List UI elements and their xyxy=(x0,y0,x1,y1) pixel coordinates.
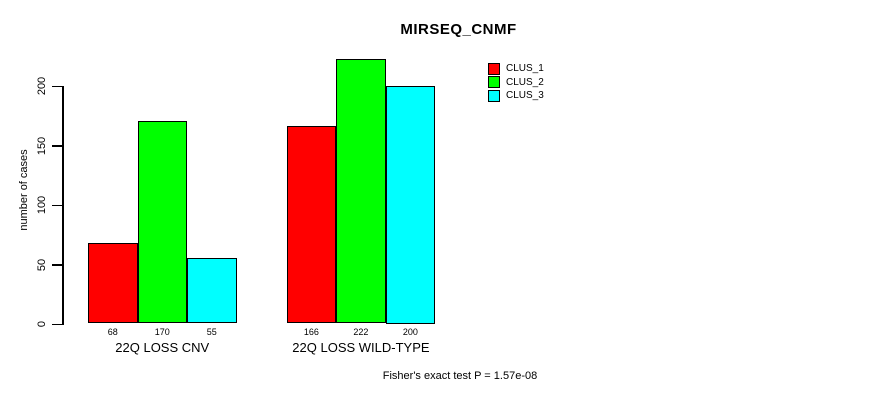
bar-value-label: 200 xyxy=(402,327,418,337)
bar-value-label: 222 xyxy=(353,327,369,337)
y-tick-mark xyxy=(52,323,62,325)
bar-clus_3-group2 xyxy=(385,85,436,324)
legend-label: CLUS_3 xyxy=(506,90,544,101)
category-label: 22Q LOSS CNV xyxy=(115,340,210,355)
legend-label: CLUS_2 xyxy=(506,76,544,88)
category-label: 22Q LOSS WILD-TYPE xyxy=(292,340,430,355)
chart-title: MIRSEQ_CNMF xyxy=(400,21,517,38)
y-tick-label: 50 xyxy=(36,258,48,271)
bar-clus_3-group1 xyxy=(187,258,237,324)
legend-label: CLUS_1 xyxy=(506,63,544,74)
legend-swatch-icon xyxy=(488,76,500,88)
bar-clus_1-group2 xyxy=(286,125,337,324)
bar-value-label: 68 xyxy=(107,327,118,337)
bar-value-label: 55 xyxy=(206,327,217,337)
y-tick-mark xyxy=(52,264,62,266)
bar-clus_1-group1 xyxy=(88,242,138,324)
bar-clus_2-group1 xyxy=(137,121,187,324)
legend-item-clus_1: CLUS_1 xyxy=(488,62,544,75)
bar-clus_2-group2 xyxy=(336,59,386,324)
y-tick-label: 150 xyxy=(36,136,48,155)
legend-swatch-icon xyxy=(488,89,500,102)
y-axis-label: number of cases xyxy=(18,149,30,231)
y-tick-label: 0 xyxy=(36,321,48,328)
y-tick-label: 200 xyxy=(36,77,48,96)
y-tick-mark xyxy=(52,204,62,206)
y-tick-mark xyxy=(52,85,62,87)
legend-swatch-icon xyxy=(488,62,500,75)
y-tick-mark xyxy=(52,145,62,147)
y-tick-label: 100 xyxy=(36,196,48,215)
bar-value-label: 170 xyxy=(154,327,170,337)
legend-item-clus_3: CLUS_3 xyxy=(488,89,544,102)
legend: CLUS_1 CLUS_2 CLUS_3 xyxy=(488,62,544,103)
legend-item-clus_2: CLUS_2 xyxy=(488,76,544,89)
caption-fishers-test: Fisher's exact test P = 1.57e-08 xyxy=(382,370,538,382)
bar-value-label: 166 xyxy=(303,327,319,337)
y-axis-line xyxy=(62,85,64,325)
